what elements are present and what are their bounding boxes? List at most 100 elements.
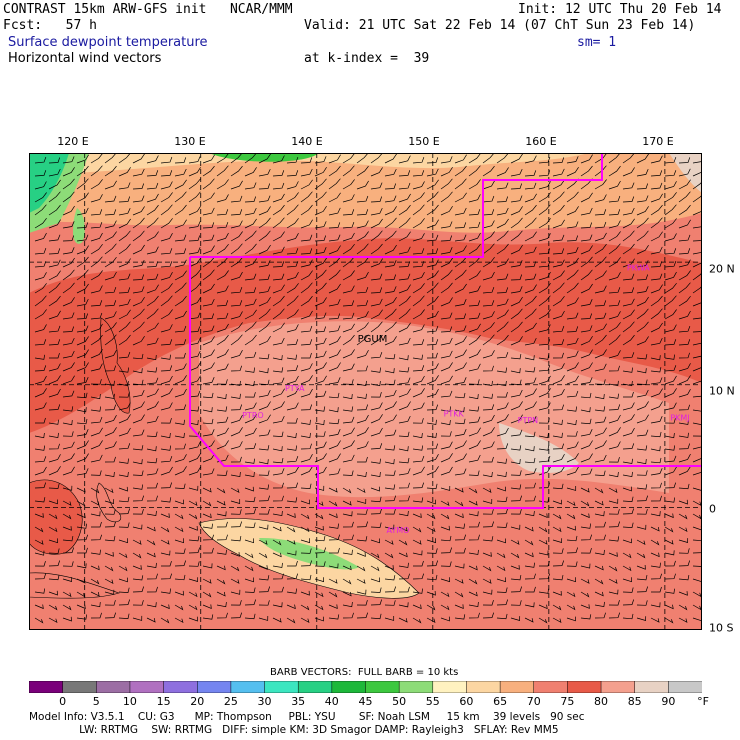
wind-barb (118, 298, 131, 307)
wind-barb (76, 377, 89, 385)
wind-barb (622, 496, 634, 502)
wind-barb (580, 269, 593, 281)
wind-barb (132, 244, 145, 255)
wind-barb (594, 578, 604, 585)
wind-barb (160, 156, 173, 164)
wind-barb (216, 363, 229, 372)
wind-barb (118, 208, 131, 216)
wind-barb (566, 486, 577, 491)
wind-barb (594, 511, 605, 517)
wind-barb (650, 273, 663, 281)
wind-barb (566, 337, 579, 346)
wind-barb (301, 352, 312, 359)
wind-barb (468, 256, 481, 268)
wind-barb (510, 168, 523, 177)
wind-barb (216, 349, 229, 359)
wind-barb (650, 446, 661, 452)
wind-barb (258, 495, 271, 502)
wind-barb (496, 458, 507, 464)
wind-barb (692, 239, 702, 242)
wind-barb (580, 591, 590, 598)
wind-barb (440, 561, 452, 567)
wind-barb (398, 468, 411, 476)
wind-barb (35, 417, 46, 424)
wind-barb (482, 165, 495, 177)
wind-barb (118, 230, 131, 242)
wind-barb (440, 269, 453, 281)
wind-barb (440, 441, 453, 450)
wind-barb (510, 429, 523, 437)
wind-barb (314, 453, 327, 463)
wind-barb (650, 457, 662, 464)
wind-barb (174, 157, 187, 164)
wind-barb (132, 459, 143, 465)
wind-barb (146, 446, 157, 452)
wind-barb (132, 484, 144, 490)
wind-barb (132, 206, 145, 216)
wind-barb (90, 209, 103, 216)
wind-barb (524, 231, 537, 242)
wind-barb (48, 179, 61, 190)
wind-barb (524, 457, 536, 464)
colorbar-swatch (365, 681, 400, 693)
wind-barb (426, 574, 438, 581)
wind-barb (342, 534, 354, 541)
wind-barb (496, 167, 509, 177)
wind-barb (146, 401, 159, 411)
wind-barb (104, 334, 117, 346)
wind-barb (496, 230, 509, 242)
wind-barb (90, 454, 103, 463)
wind-barb (384, 445, 396, 451)
wind-barb (230, 565, 240, 572)
wind-barb (454, 178, 467, 190)
wind-barb (272, 204, 285, 216)
wind-barb (384, 286, 397, 294)
wind-barb (160, 365, 173, 372)
wind-barb (440, 191, 453, 203)
wind-barb (664, 526, 674, 533)
wind-barb (454, 523, 466, 529)
wind-barb (426, 270, 439, 281)
wind-barb (370, 196, 383, 203)
wind-barb (538, 617, 548, 624)
wind-barb (132, 230, 145, 242)
wind-barb (650, 388, 663, 398)
wind-barb (244, 230, 257, 242)
wind-barb (566, 297, 579, 307)
borneo-land (29, 479, 83, 555)
wind-barb (244, 402, 257, 411)
wind-barb (608, 456, 620, 463)
wind-barb (356, 589, 367, 595)
wind-barb (482, 365, 494, 372)
wind-barb (426, 443, 439, 450)
wind-barb (664, 271, 677, 281)
wind-barb (482, 322, 495, 333)
wind-barb (510, 183, 523, 190)
wind-barb (90, 379, 102, 385)
wind-barb (34, 617, 44, 624)
wind-barb (62, 269, 75, 281)
wind-barb (594, 487, 604, 494)
wind-barb (412, 402, 425, 411)
wind-barb (356, 334, 369, 346)
station-label: PGUM (358, 334, 388, 345)
wind-barb (664, 324, 677, 333)
wind-barb (454, 513, 464, 519)
wind-barb (650, 308, 663, 320)
wind-barb (76, 392, 88, 399)
wind-barb (622, 565, 632, 572)
wind-barb (48, 404, 61, 411)
wind-barb (230, 612, 243, 619)
wind-barb (510, 321, 523, 333)
wind-barb (370, 367, 382, 373)
wind-barb (608, 441, 621, 450)
wind-barb (244, 458, 255, 464)
wind-barb (468, 549, 479, 555)
wind-barb (510, 616, 521, 621)
wind-barb (258, 321, 271, 333)
wind-barb (482, 441, 495, 450)
wind-barb (202, 165, 215, 177)
wind-barb (370, 414, 383, 424)
wind-barb (678, 526, 688, 533)
wind-barb (160, 339, 173, 346)
